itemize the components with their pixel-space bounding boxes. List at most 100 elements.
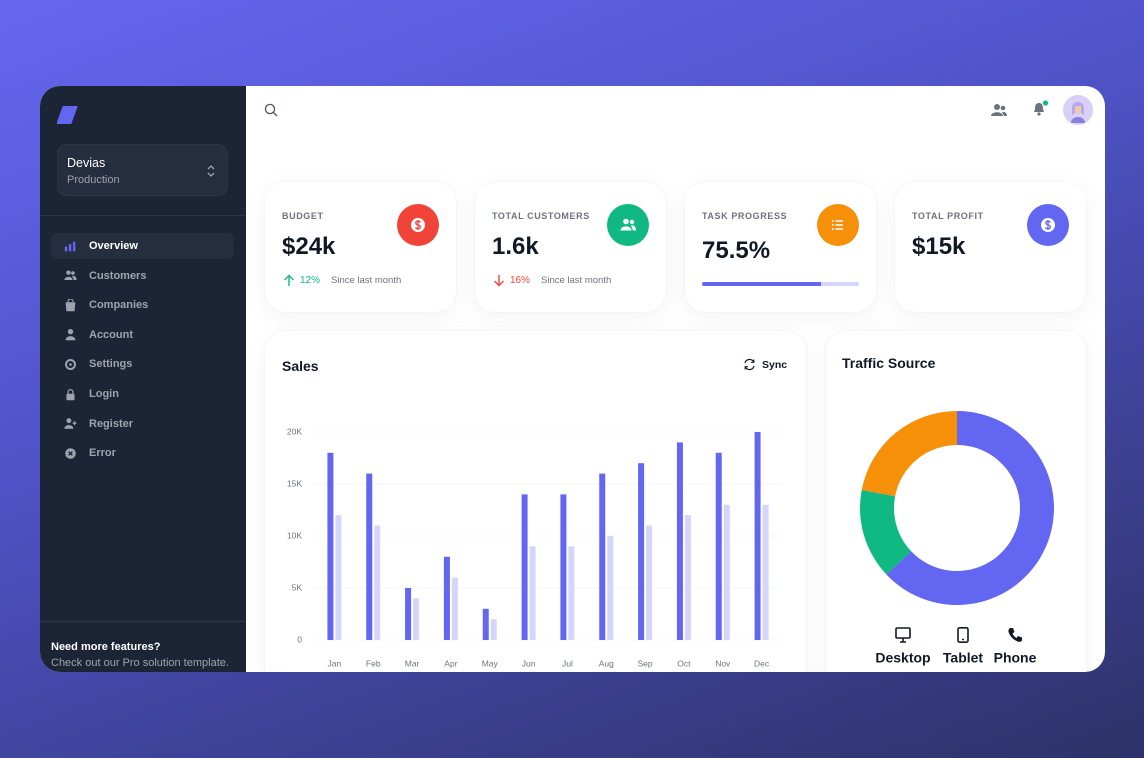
- notifications-icon[interactable]: [1031, 100, 1049, 118]
- x-tick-label: Apr: [444, 658, 457, 668]
- bar: [607, 536, 614, 640]
- nav-icon: [65, 447, 76, 459]
- bar: [529, 546, 536, 640]
- workspace-env: Production: [67, 174, 120, 186]
- workspace-switcher[interactable]: Devias Production: [57, 144, 228, 196]
- stat-icon: [1027, 204, 1069, 246]
- bar: [723, 504, 730, 640]
- nav-label: Error: [89, 447, 116, 460]
- legend-icon: [895, 627, 911, 643]
- nav-icon: [66, 388, 75, 400]
- traffic-card: Traffic Source Desktop Tablet Phone: [826, 331, 1086, 672]
- bar: [599, 473, 606, 640]
- bar: [754, 432, 761, 640]
- sales-card: Sales Sync 0 5K 10K 15K 20K Jan Feb Mar Apr May Ju…: [265, 331, 806, 672]
- y-tick-label: 20K: [287, 426, 302, 436]
- legend-icon: [957, 627, 969, 643]
- nav-label: Login: [89, 388, 119, 400]
- nav-item[interactable]: Companies: [51, 292, 234, 318]
- x-tick-label: Sep: [638, 658, 653, 668]
- x-tick-label: Jun: [522, 658, 536, 668]
- contacts-icon[interactable]: [991, 103, 1007, 117]
- app-window: Devias Production Overview Customers Compa…: [40, 86, 1105, 672]
- nav-item[interactable]: Overview: [51, 233, 234, 259]
- stat-value: 1.6k: [492, 233, 539, 260]
- bar: [646, 525, 653, 640]
- nav-icon: [65, 358, 76, 370]
- nav-label: Register: [89, 417, 134, 430]
- bar: [482, 608, 489, 640]
- bar: [443, 556, 450, 640]
- stat-value: $15k: [912, 233, 966, 260]
- x-tick-label: Jul: [562, 658, 573, 668]
- bar: [327, 452, 334, 640]
- bar: [521, 494, 528, 640]
- stat-label: TASK PROGRESS: [702, 211, 788, 221]
- stat-caption: Since last month: [331, 275, 402, 286]
- divider: [40, 215, 246, 216]
- stat-glyph: [831, 220, 843, 230]
- trend-arrow: [284, 274, 294, 286]
- promo-title: Need more features?: [51, 641, 161, 653]
- nav: Overview Customers Companies Account Setting…: [40, 86, 246, 672]
- stat-glyph: [1041, 218, 1055, 232]
- nav-label: Account: [89, 328, 133, 341]
- nav-label: Settings: [89, 358, 133, 371]
- stat-card: BUDGET $24k 12% Since last month: [265, 182, 456, 312]
- nav-item[interactable]: Error: [51, 440, 234, 466]
- bar: [560, 494, 567, 640]
- stat-glyph: [411, 218, 425, 232]
- traffic-chart: Desktop Tablet Phone: [860, 411, 1054, 666]
- stat-label: TOTAL PROFIT: [912, 211, 984, 221]
- bar: [490, 619, 497, 640]
- nav-icon: [65, 329, 76, 341]
- bar: [638, 463, 645, 640]
- bar: [366, 473, 373, 640]
- stat-label: BUDGET: [282, 211, 324, 221]
- card-title: Sales: [282, 358, 319, 374]
- nav-item[interactable]: Account: [51, 322, 234, 348]
- card-title: Traffic Source: [842, 355, 936, 371]
- x-tick-label: Mar: [405, 658, 420, 668]
- stat-card: TOTAL PROFIT $15k: [895, 182, 1086, 312]
- logo[interactable]: [57, 104, 79, 126]
- nav-item[interactable]: Customers: [51, 263, 234, 289]
- nav-item[interactable]: Settings: [51, 351, 234, 377]
- stat-caption: Since last month: [541, 275, 612, 286]
- nav-label: Companies: [89, 299, 149, 312]
- bar: [715, 452, 722, 640]
- bar: [676, 442, 683, 640]
- x-tick-label: Nov: [715, 658, 731, 668]
- avatar[interactable]: [1063, 95, 1093, 125]
- stat-card: TOTAL CUSTOMERS 1.6k 16% Since last month: [475, 182, 666, 312]
- legend-label: Phone: [994, 650, 1037, 666]
- nav-item[interactable]: Register: [51, 411, 234, 437]
- search-icon[interactable]: [264, 103, 278, 117]
- stat-value: $24k: [282, 233, 336, 260]
- legend-label: Desktop: [875, 650, 930, 666]
- x-tick-label: Aug: [599, 658, 614, 668]
- bar: [762, 504, 769, 640]
- donut-segment: [860, 489, 912, 575]
- bar: [374, 525, 381, 640]
- nav-label: Overview: [89, 240, 138, 252]
- stat-label: TOTAL CUSTOMERS: [492, 211, 590, 221]
- stat-value: 75.5%: [702, 237, 771, 264]
- nav-icon: [65, 298, 76, 311]
- y-tick-label: 15K: [287, 478, 302, 488]
- y-tick-label: 5K: [292, 582, 303, 592]
- x-tick-label: Oct: [677, 658, 691, 668]
- nav-icon: [64, 418, 77, 429]
- x-tick-label: Jan: [328, 658, 342, 668]
- x-tick-label: May: [482, 658, 499, 668]
- bar: [405, 588, 412, 640]
- stat-icon: [607, 204, 649, 246]
- progress-track: [702, 282, 859, 286]
- donut-segment: [886, 411, 1054, 605]
- sidebar: Devias Production Overview Customers Compa…: [40, 86, 246, 672]
- stat-icon: [397, 204, 439, 246]
- stat-change: 16%: [510, 275, 531, 286]
- nav-item[interactable]: Login: [51, 381, 234, 407]
- stat-icon: [817, 204, 859, 246]
- workspace-name: Devias: [67, 156, 106, 170]
